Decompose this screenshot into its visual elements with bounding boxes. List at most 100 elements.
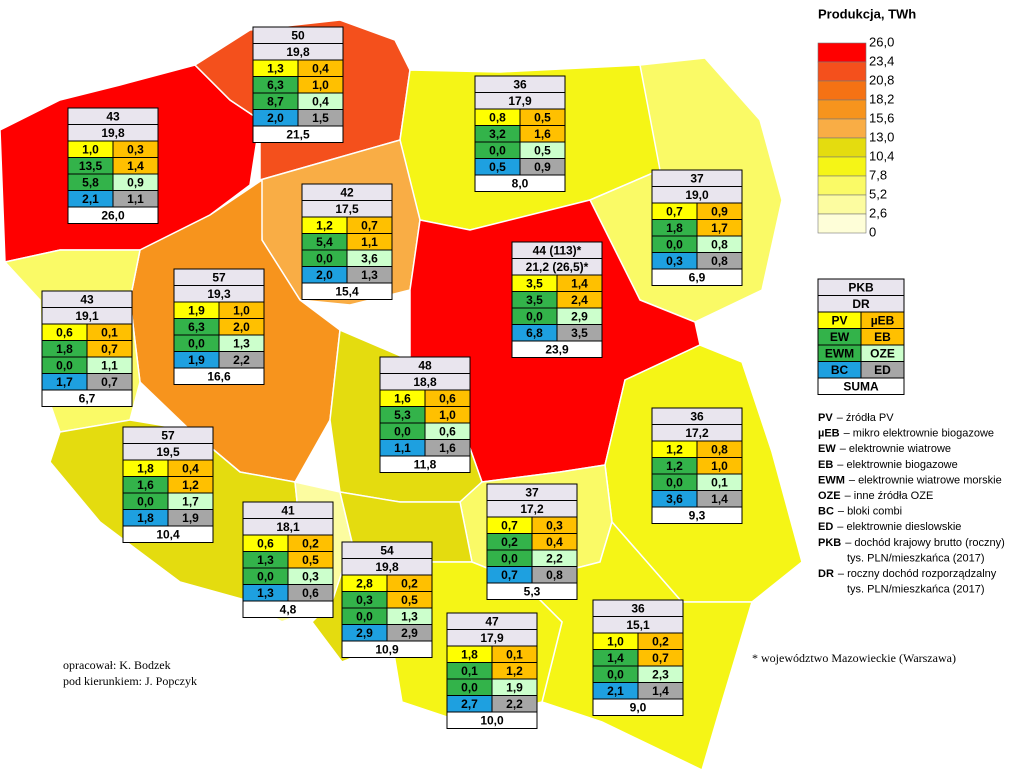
pkb: 43 xyxy=(80,292,94,306)
production-value: 0,6 xyxy=(302,586,319,600)
production-value: 2,2 xyxy=(546,551,563,565)
production-value: 2,1 xyxy=(82,192,99,206)
region-box: 43 19,10,6 0,1 1,8 0,7 0,0 1,1 1,7 0,7 6,7 xyxy=(41,290,133,407)
key-header: DR xyxy=(852,297,870,311)
production-value: 2,1 xyxy=(607,684,624,698)
production-value: 5,3 xyxy=(394,408,411,422)
production-value: 0,4 xyxy=(312,61,329,75)
production-value: 0,0 xyxy=(607,667,624,681)
production-value: 0,3 xyxy=(666,254,683,268)
production-value: 1,9 xyxy=(188,353,205,367)
region-box: 36 15,11,0 0,2 1,4 0,7 0,0 2,3 2,1 1,4 9,0 xyxy=(592,599,684,716)
definition: BC – bloki combi xyxy=(818,506,902,518)
region-box: 37 19,00,7 0,9 1,8 1,7 0,0 0,8 0,3 0,8 6,9 xyxy=(651,169,743,286)
production-value: 1,4 xyxy=(127,159,144,173)
production-value: 2,9 xyxy=(401,626,418,640)
production-value: 1,2 xyxy=(506,664,523,678)
production-value: 1,0 xyxy=(312,78,329,92)
production-value: 1,3 xyxy=(257,586,274,600)
production-value: 0,0 xyxy=(501,551,518,565)
production-value: 1,6 xyxy=(137,478,154,492)
pkb: 36 xyxy=(631,601,645,615)
key-cell: µEB xyxy=(871,313,895,327)
suma-cell xyxy=(474,174,566,192)
dr: 19,8 xyxy=(101,126,125,140)
production-value: 0,5 xyxy=(401,593,418,607)
legend-label: 26,0 xyxy=(869,34,894,49)
production-value: 1,6 xyxy=(439,441,456,455)
production-value: 0,7 xyxy=(666,204,683,218)
dr: 18,1 xyxy=(276,520,300,534)
key-cell: PV xyxy=(831,313,847,327)
legend-label: 7,8 xyxy=(869,167,887,182)
production-value: 0,7 xyxy=(361,218,378,232)
definition-continuation: tys. PLN/mieszkańca (2017) xyxy=(847,552,985,564)
region-box: 47 17,91,8 0,1 0,1 1,2 0,0 1,9 2,7 2,210,0 xyxy=(446,612,538,729)
dr: 17,5 xyxy=(335,202,359,216)
suma-cell xyxy=(651,506,743,524)
pkb: 54 xyxy=(380,543,394,557)
legend-swatch xyxy=(817,137,867,158)
production-value: 8,7 xyxy=(267,94,284,108)
pkb: 42 xyxy=(340,185,354,199)
suma: 10,4 xyxy=(156,527,180,541)
production-value: 1,2 xyxy=(666,459,683,473)
definition-text: – inne źródła OZE xyxy=(845,490,934,502)
suma: 9,3 xyxy=(689,508,706,522)
production-value: 1,1 xyxy=(361,235,378,249)
production-value: 0,3 xyxy=(546,518,563,532)
definition-text: – dochód krajowy brutto (roczny) xyxy=(845,537,1005,549)
production-value: 1,4 xyxy=(652,684,669,698)
pkb: 43 xyxy=(106,109,120,123)
suma-cell xyxy=(252,125,344,143)
legend-swatch xyxy=(817,99,867,120)
production-value: 0,0 xyxy=(188,336,205,350)
region-box: 44 (113)* 21,2 (26,5)* 3,5 1,4 3,5 2,4 0,0 2,9 6… xyxy=(511,241,603,358)
production-value: 3,5 xyxy=(526,276,543,290)
production-value: 0,3 xyxy=(356,593,373,607)
production-value: 1,0 xyxy=(82,142,99,156)
suma-cell xyxy=(173,367,265,385)
key-cell: BC xyxy=(831,363,849,377)
production-value: 0,8 xyxy=(546,568,563,582)
definition: EWM – elektrownie wiatrowe morskie xyxy=(818,474,1002,486)
production-value: 0,2 xyxy=(501,535,518,549)
definition-text: – elektrownie wiatrowe morskie xyxy=(849,474,1002,486)
legend-label: 20,8 xyxy=(869,72,894,87)
production-value: 0,8 xyxy=(489,110,506,124)
suma-cell xyxy=(379,455,471,473)
production-value: 0,2 xyxy=(652,634,669,648)
production-value: 3,2 xyxy=(489,127,506,141)
legend: Produkcja, TWh 26,0 23,4 20,8 18,2 15,6 13,0 1… xyxy=(817,6,1005,596)
production-value: 0,9 xyxy=(711,204,728,218)
definition: OZE – inne źródła OZE xyxy=(818,490,933,502)
production-value: 1,8 xyxy=(56,342,73,356)
suma: 8,0 xyxy=(512,176,529,190)
legend-swatch xyxy=(817,156,867,177)
suma: 10,9 xyxy=(375,642,399,656)
suma: 16,6 xyxy=(207,369,231,383)
production-value: 1,3 xyxy=(267,61,284,75)
legend-title: Produkcja, TWh xyxy=(818,6,916,21)
definition: EB – elektrownie biogazowe xyxy=(818,459,958,471)
production-value: 2,3 xyxy=(652,667,669,681)
production-value: 0,0 xyxy=(489,143,506,157)
key-cell: OZE xyxy=(870,346,895,360)
suma-cell xyxy=(67,206,159,224)
production-value: 2,7 xyxy=(461,697,478,711)
production-value: 0,0 xyxy=(394,424,411,438)
definition: EW – elektrownie wiatrowe xyxy=(818,443,951,455)
pkb: 37 xyxy=(525,485,539,499)
production-value: 0,0 xyxy=(666,237,683,251)
production-value: 13,5 xyxy=(79,159,103,173)
definition-abbr: EB xyxy=(818,459,833,471)
production-value: 0,4 xyxy=(546,535,563,549)
production-value: 1,0 xyxy=(711,459,728,473)
region-box: 42 17,51,2 0,7 5,4 1,1 0,0 3,6 2,0 1,315,4 xyxy=(301,183,393,300)
pkb: 36 xyxy=(513,77,527,91)
key-cell: EW xyxy=(830,330,850,344)
